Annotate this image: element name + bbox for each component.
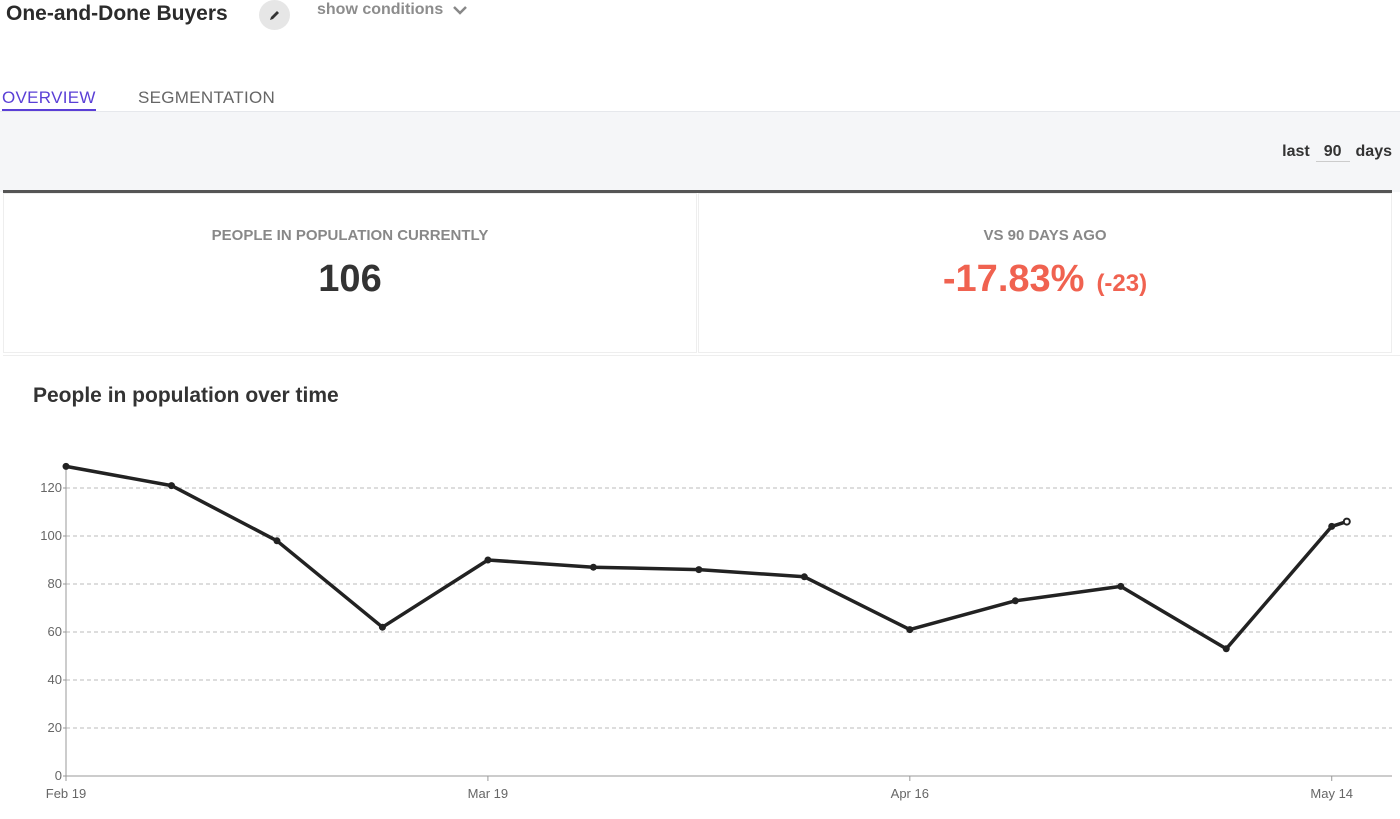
y-tick-label: 100 bbox=[40, 528, 62, 543]
stat-value: 106 bbox=[318, 258, 382, 300]
toolbar bbox=[0, 111, 1400, 192]
segment-title: One-and-Done Buyers bbox=[6, 2, 228, 25]
point bbox=[1222, 645, 1230, 653]
point bbox=[589, 563, 597, 571]
point bbox=[1328, 522, 1336, 530]
stat-card: VS 90 DAYS AGO -17.83% (-23) bbox=[698, 193, 1392, 353]
chevron bbox=[452, 5, 467, 15]
y-tick-label: 80 bbox=[48, 576, 62, 591]
show-conditions[interactable]: show conditions bbox=[317, 1, 472, 19]
tab[interactable]: SEGMENTATION bbox=[138, 88, 276, 107]
tab[interactable]: OVERVIEW bbox=[2, 88, 96, 111]
point bbox=[378, 623, 386, 631]
y-tick-label: 40 bbox=[48, 672, 62, 687]
y-tick-label: 60 bbox=[48, 624, 62, 639]
y-tick-label: 20 bbox=[48, 720, 62, 735]
stat-change: (-23) bbox=[1096, 270, 1148, 297]
x-tick-label: Feb 19 bbox=[46, 786, 86, 801]
point bbox=[484, 556, 492, 564]
chart-card: People in population over time 0 20 40 60 80… bbox=[3, 355, 1400, 814]
edit-button[interactable] bbox=[259, 0, 290, 30]
stat-label: PEOPLE IN POPULATION CURRENTLY bbox=[211, 227, 489, 244]
point bbox=[1011, 597, 1019, 605]
x-tick-label: May 14 bbox=[1310, 786, 1353, 801]
stat-label: VS 90 DAYS AGO bbox=[983, 227, 1107, 244]
range-input[interactable]: 90 bbox=[1315, 143, 1350, 162]
point bbox=[800, 573, 808, 581]
y-tick-label: 0 bbox=[55, 768, 62, 783]
point bbox=[62, 462, 70, 470]
line bbox=[65, 464, 1348, 651]
pencil-icon bbox=[270, 11, 279, 20]
chart-title: People in population over time bbox=[33, 384, 339, 407]
range-suffix: days bbox=[1355, 143, 1392, 160]
point bbox=[695, 566, 703, 574]
stat-value: -17.83% bbox=[942, 258, 1085, 300]
point bbox=[167, 482, 175, 490]
divider bbox=[3, 190, 1392, 193]
point bbox=[1117, 582, 1125, 590]
range-prefix: last bbox=[1282, 143, 1310, 160]
point bbox=[1342, 517, 1351, 526]
y-tick-label: 120 bbox=[40, 480, 62, 495]
stat-card: PEOPLE IN POPULATION CURRENTLY 106 bbox=[3, 193, 697, 353]
x-tick-label: Mar 19 bbox=[468, 786, 508, 801]
toggle-text: show conditions bbox=[317, 1, 444, 18]
point bbox=[273, 537, 281, 545]
point bbox=[906, 626, 914, 634]
x-tick-label: Apr 16 bbox=[891, 786, 929, 801]
date-range: last 90 days bbox=[1282, 143, 1392, 162]
chart: People in population over time 0 20 40 60 80… bbox=[33, 384, 1392, 801]
